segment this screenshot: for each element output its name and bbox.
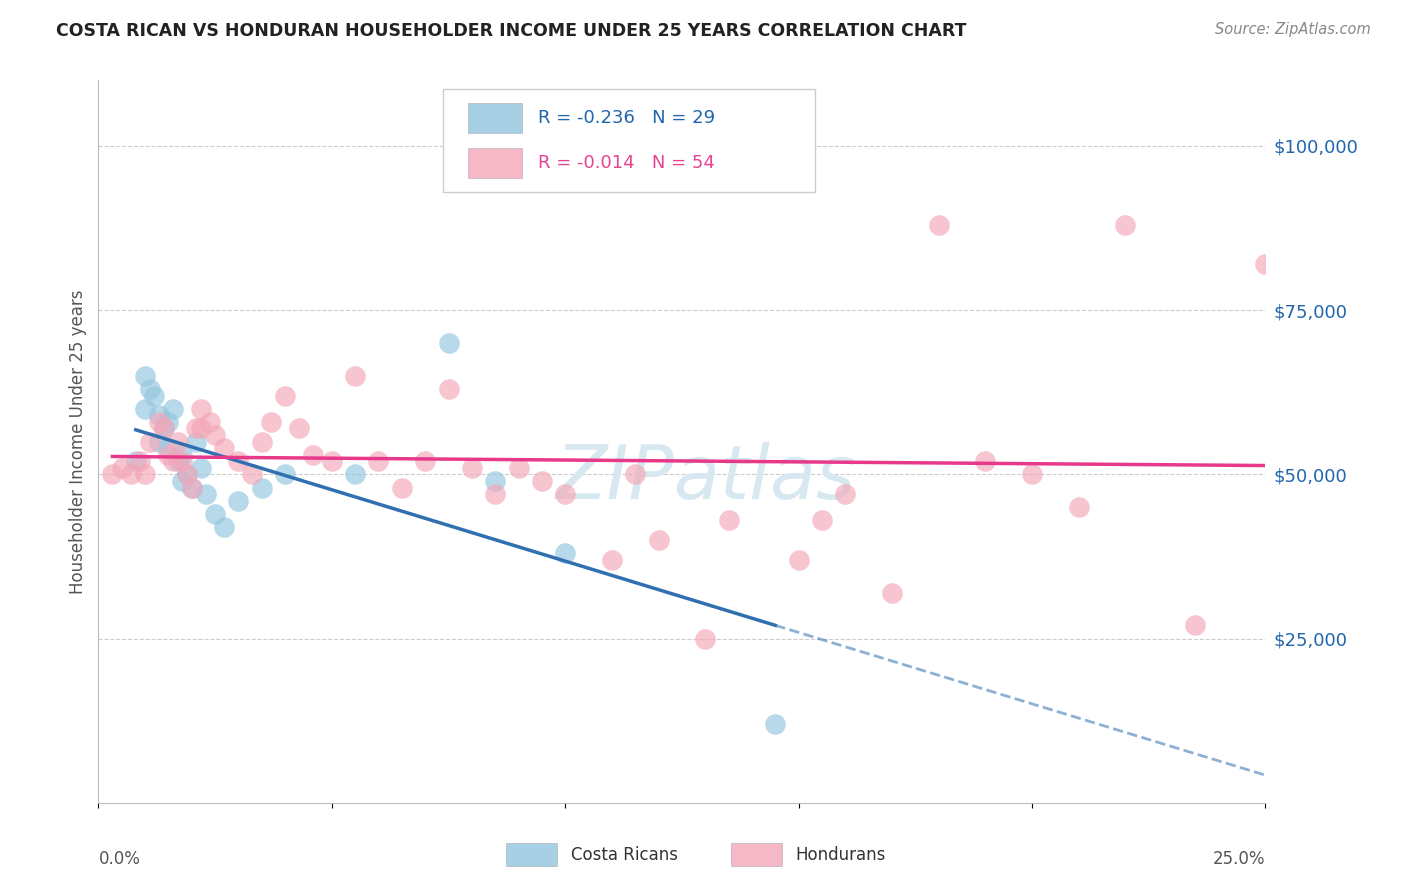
- Point: [139, 434, 162, 449]
- Point: [157, 448, 180, 462]
- Point: [508, 460, 530, 475]
- Point: [321, 454, 343, 468]
- Point: [250, 481, 273, 495]
- Point: [811, 513, 834, 527]
- Point: [554, 546, 576, 560]
- Point: [166, 434, 188, 449]
- Point: [302, 448, 325, 462]
- Text: 0.0%: 0.0%: [98, 850, 141, 868]
- Point: [880, 585, 903, 599]
- Point: [162, 401, 184, 416]
- Point: [437, 382, 460, 396]
- Point: [186, 421, 208, 435]
- Point: [190, 401, 212, 416]
- Point: [125, 454, 148, 468]
- Point: [180, 481, 202, 495]
- Point: [461, 460, 484, 475]
- Point: [152, 421, 174, 435]
- Point: [1021, 467, 1043, 482]
- Point: [695, 632, 717, 646]
- Point: [344, 467, 367, 482]
- Point: [647, 533, 669, 547]
- Point: [134, 401, 156, 416]
- Text: Costa Ricans: Costa Ricans: [571, 846, 678, 863]
- Point: [180, 481, 202, 495]
- Point: [111, 460, 134, 475]
- Point: [484, 474, 506, 488]
- Point: [288, 421, 311, 435]
- Point: [228, 493, 250, 508]
- Point: [1184, 618, 1206, 632]
- Point: [143, 388, 166, 402]
- Point: [1067, 500, 1090, 515]
- Point: [600, 553, 623, 567]
- Point: [148, 434, 170, 449]
- Point: [134, 368, 156, 383]
- Point: [1254, 257, 1277, 271]
- Point: [974, 454, 997, 468]
- Point: [152, 421, 174, 435]
- Point: [367, 454, 389, 468]
- Point: [134, 467, 156, 482]
- Point: [437, 336, 460, 351]
- Text: R = -0.236   N = 29: R = -0.236 N = 29: [538, 109, 716, 127]
- Point: [162, 454, 184, 468]
- Point: [274, 467, 297, 482]
- Point: [157, 415, 180, 429]
- Text: Source: ZipAtlas.com: Source: ZipAtlas.com: [1215, 22, 1371, 37]
- Point: [834, 487, 856, 501]
- Point: [172, 454, 194, 468]
- Point: [624, 467, 647, 482]
- Text: Hondurans: Hondurans: [796, 846, 886, 863]
- Point: [344, 368, 367, 383]
- Point: [717, 513, 740, 527]
- Point: [1114, 218, 1136, 232]
- Point: [928, 218, 950, 232]
- Text: ZIPatlas: ZIPatlas: [555, 442, 855, 514]
- Point: [129, 454, 152, 468]
- Point: [186, 434, 208, 449]
- Y-axis label: Householder Income Under 25 years: Householder Income Under 25 years: [69, 289, 87, 594]
- Point: [484, 487, 506, 501]
- Point: [250, 434, 273, 449]
- Point: [274, 388, 297, 402]
- Point: [391, 481, 413, 495]
- Point: [139, 382, 162, 396]
- Point: [148, 409, 170, 423]
- Point: [554, 487, 576, 501]
- Point: [413, 454, 436, 468]
- Point: [176, 467, 198, 482]
- Point: [172, 448, 194, 462]
- Point: [157, 441, 180, 455]
- Point: [194, 487, 217, 501]
- Point: [176, 467, 198, 482]
- Point: [166, 454, 188, 468]
- Point: [190, 460, 212, 475]
- Text: R = -0.014   N = 54: R = -0.014 N = 54: [538, 154, 716, 172]
- Point: [214, 441, 236, 455]
- Point: [260, 415, 283, 429]
- Point: [204, 428, 226, 442]
- Point: [120, 467, 142, 482]
- Point: [190, 421, 212, 435]
- Point: [242, 467, 264, 482]
- Point: [228, 454, 250, 468]
- Text: 25.0%: 25.0%: [1213, 850, 1265, 868]
- Text: COSTA RICAN VS HONDURAN HOUSEHOLDER INCOME UNDER 25 YEARS CORRELATION CHART: COSTA RICAN VS HONDURAN HOUSEHOLDER INCO…: [56, 22, 967, 40]
- Point: [148, 415, 170, 429]
- Point: [101, 467, 124, 482]
- Point: [530, 474, 553, 488]
- Point: [172, 474, 194, 488]
- Point: [200, 415, 222, 429]
- Point: [763, 717, 786, 731]
- Point: [787, 553, 810, 567]
- Point: [214, 520, 236, 534]
- Point: [204, 507, 226, 521]
